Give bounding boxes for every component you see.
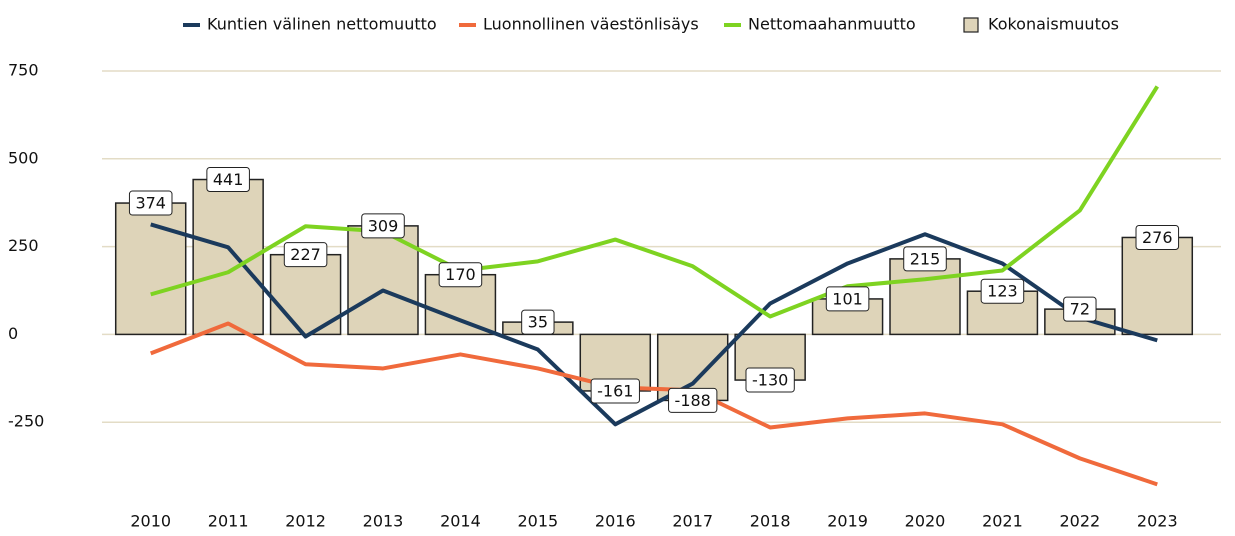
line [150, 222, 1158, 427]
legend-swatch [963, 17, 979, 33]
data-label-text: 276 [1142, 228, 1173, 247]
data-label-box [438, 262, 483, 288]
data-label: -161 [590, 378, 640, 404]
y-tick-label: 0 [8, 324, 18, 343]
data-label-text: 374 [135, 194, 166, 213]
data-label-text: -130 [752, 371, 788, 390]
x-tick-label: 2022 [1059, 512, 1100, 531]
data-label: 101 [825, 286, 870, 312]
x-tick-label: 2019 [827, 512, 868, 531]
y-tick-label: -250 [8, 412, 44, 431]
y-tick-label: 250 [8, 236, 39, 255]
x-tick-label: 2011 [208, 512, 249, 531]
legend-label: Nettomaahanmuutto [748, 15, 916, 34]
data-label: 72 [1063, 296, 1097, 322]
data-label: 170 [438, 262, 483, 288]
data-label-text: 170 [445, 265, 476, 284]
data-label-text: -188 [675, 391, 711, 410]
data-label-text: 123 [987, 282, 1018, 301]
legend-label: Luonnollinen väestönlisäys [483, 15, 699, 34]
x-tick-label: 2016 [595, 512, 636, 531]
data-label: -188 [668, 387, 718, 413]
y-tick-label: 750 [8, 61, 39, 80]
data-label-text: 227 [290, 245, 321, 264]
y-tick-label: 500 [8, 148, 39, 167]
line [150, 85, 1159, 319]
bar [1121, 236, 1194, 336]
data-label-box [1063, 296, 1097, 322]
data-label-box [745, 367, 795, 393]
data-label: -130 [745, 367, 795, 393]
data-label-box [825, 286, 870, 312]
data-label-box [903, 246, 947, 272]
x-tick-label: 2023 [1137, 512, 1178, 531]
data-label-box [980, 278, 1025, 304]
data-label-text: -161 [597, 381, 633, 400]
data-label: 227 [283, 242, 328, 268]
x-tick-label: 2017 [672, 512, 713, 531]
legend-label: Kuntien välinen nettomuutto [207, 15, 437, 34]
data-label-box [521, 309, 555, 335]
x-tick-label: 2014 [440, 512, 481, 531]
x-tick-label: 2018 [750, 512, 791, 531]
data-label-text: 35 [528, 313, 548, 332]
data-label: 123 [980, 278, 1025, 304]
data-label-text: 309 [368, 216, 399, 235]
data-label-box [206, 167, 250, 193]
data-label-text: 215 [910, 249, 941, 268]
x-tick-label: 2012 [285, 512, 326, 531]
data-label-box [128, 190, 173, 216]
data-label-box [668, 387, 718, 413]
data-label-text: 441 [213, 170, 244, 189]
line [149, 321, 1158, 487]
bar [114, 202, 187, 336]
x-tick-label: 2010 [130, 512, 171, 531]
data-label-box [1135, 224, 1180, 250]
x-tick-label: 2020 [905, 512, 946, 531]
data-label-box [361, 213, 405, 239]
x-tick-label: 2013 [363, 512, 404, 531]
x-tick-label: 2015 [517, 512, 558, 531]
x-tick-label: 2021 [982, 512, 1023, 531]
legend-label: Kokonaismuutos [988, 15, 1119, 34]
data-label-box [283, 242, 328, 268]
data-label-text: 72 [1070, 300, 1090, 319]
data-label: 374 [128, 190, 173, 216]
data-label: 215 [903, 246, 947, 272]
data-label: 35 [521, 309, 555, 335]
data-label: 309 [361, 213, 405, 239]
data-label-text: 101 [832, 289, 863, 308]
data-label: 276 [1135, 224, 1180, 250]
data-label: 441 [206, 167, 250, 193]
data-label-box [590, 378, 640, 404]
